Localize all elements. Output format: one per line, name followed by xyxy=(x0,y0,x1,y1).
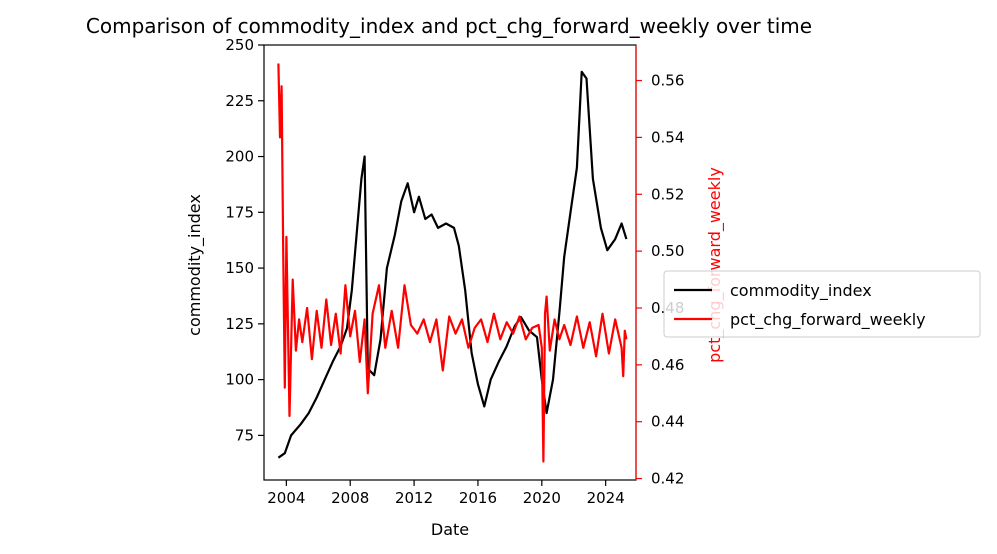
y-right-tick-label: 0.52 xyxy=(651,185,684,203)
y-right-tick-label: 0.46 xyxy=(651,356,684,374)
x-tick-label: 2024 xyxy=(587,489,625,507)
y-right-tick-label: 0.56 xyxy=(651,72,684,90)
y-left-tick-label: 225 xyxy=(225,92,254,110)
legend: commodity_index pct_chg_forward_weekly xyxy=(663,270,981,338)
y-right-tick-label: 0.50 xyxy=(651,242,684,260)
y-left-tick-label: 200 xyxy=(225,148,254,166)
x-tick-label: 2020 xyxy=(523,489,561,507)
legend-label-pct-chg-forward-weekly: pct_chg_forward_weekly xyxy=(730,310,926,330)
legend-frame xyxy=(663,270,981,338)
y-right-tick-label: 0.42 xyxy=(651,470,684,488)
series-line-commodity-index xyxy=(277,70,628,459)
y-left-tick-label: 250 xyxy=(225,36,254,54)
y-left-tick-label: 75 xyxy=(235,426,254,444)
series-layer xyxy=(277,63,628,463)
legend-label-commodity-index: commodity_index xyxy=(730,281,872,301)
x-axis-title: Date xyxy=(431,520,469,539)
y-left-tick-label: 175 xyxy=(225,203,254,221)
y-left-tick-label: 100 xyxy=(225,371,254,389)
series-line-pct-chg-forward-weekly xyxy=(277,63,628,463)
y-right-tick-label: 0.54 xyxy=(651,128,684,146)
y-left-tick-label: 125 xyxy=(225,315,254,333)
axes-layer: 2004 2008 2012 2016 2020 2024 75 100 125 150 175 20… xyxy=(225,36,684,507)
chart-title: Comparison of commodity_index and pct_ch… xyxy=(86,14,812,38)
x-tick-label: 2012 xyxy=(395,489,433,507)
y-right-tick-label: 0.44 xyxy=(651,413,684,431)
x-tick-label: 2016 xyxy=(459,489,497,507)
x-tick-label: 2008 xyxy=(331,489,369,507)
y-left-tick-label: 150 xyxy=(225,259,254,277)
x-tick-label: 2004 xyxy=(267,489,305,507)
y-left-axis-title: commodity_index xyxy=(185,194,205,336)
